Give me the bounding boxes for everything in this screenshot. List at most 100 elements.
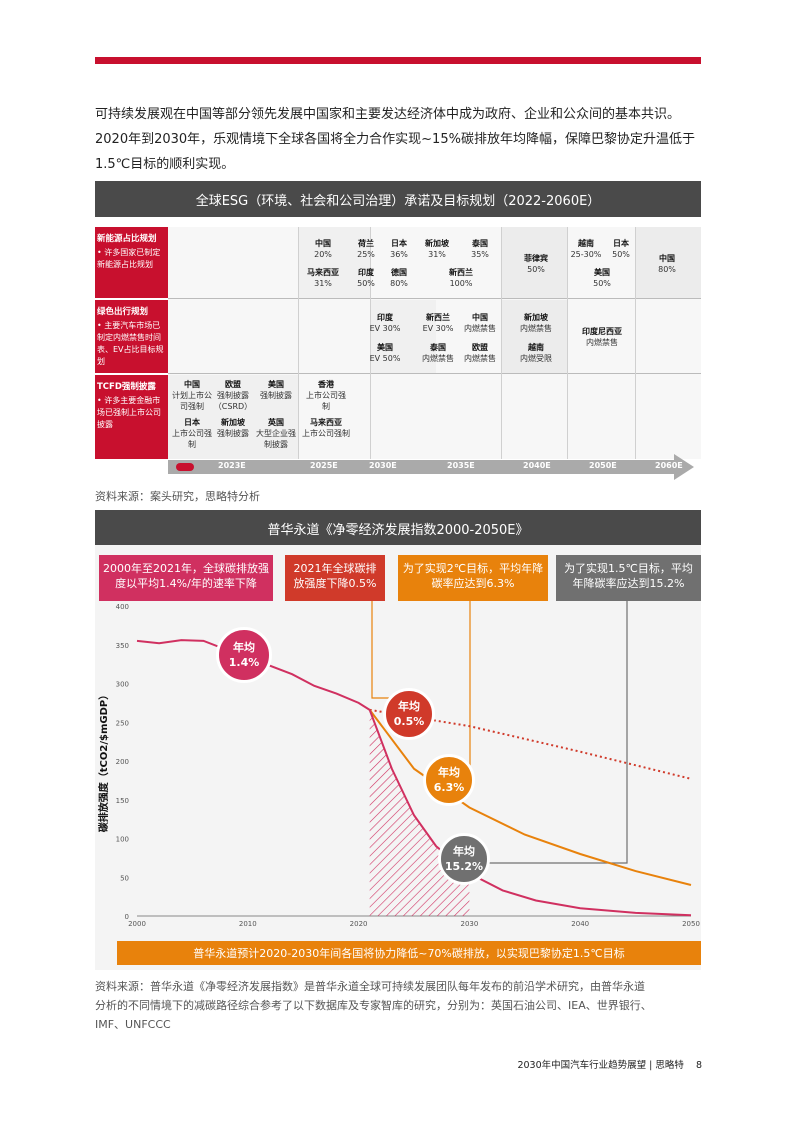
timeline-label: 2035E [447,461,475,470]
y-tick-label: 250 [116,719,129,727]
esg-entry: 菲律宾 50% [524,254,548,274]
series-line-6-3 [368,709,692,886]
esg-entry: 越南 25-30% [570,239,602,259]
y-tick-label: 350 [116,642,129,650]
esg-entry: 新西兰 100% [449,268,473,288]
esg-entry: 日本 36% [390,239,408,259]
esg-divider [370,227,371,459]
esg-entry: 泰国 内燃禁售 [422,343,454,363]
esg-timeline-arrow [674,454,694,480]
esg-entry: 马来西亚 上市公司强制 [302,418,350,438]
esg-entry: 中国 内燃禁售 [464,313,496,333]
callout-history: 2000年至2021年，全球碳排放强度以平均1.4%/年的速率下降 [99,555,273,601]
chart-source-line: IMF、UNFCCC [95,1018,171,1031]
page-footer: 2030年中国汽车行业趋势展望 | 思略特 8 [440,1057,702,1071]
esg-table: 新能源占比规划 • 许多国家已制定新能源占比规划 绿色出行规划 • 主要汽车市场… [95,227,701,485]
timeline-label: 2023E [218,461,246,470]
y-axis-label: 碳排放强度（tCO2/$mGDP） [97,690,110,832]
hatched-reduction-area [369,709,470,916]
esg-entry: 英国 大型企业强制披露 [256,418,296,449]
esg-row-head-mobility: 绿色出行规划 • 主要汽车市场已制定内燃禁售时间表、EV占比目标规划 [95,300,168,373]
intro-paragraph: 可持续发展观在中国等部分领先发展中国家和主要发达经济体中成为政府、企业和公众间的… [95,102,705,177]
y-tick-label: 200 [116,758,129,766]
rate-circle-15-2: 年均 15.2% [438,833,490,885]
timeline-label: 2060E [655,461,683,470]
esg-cell-bg [635,227,701,298]
esg-timeline-bar [168,460,674,474]
esg-entry: 日本 上市公司强制 [172,418,212,449]
esg-entry: 新西兰 EV 30% [422,313,454,333]
esg-cell-bg [501,227,567,298]
x-tick-label: 2030 [460,920,478,928]
y-tick-label: 100 [116,836,129,844]
esg-entry: 新加坡 31% [425,239,449,259]
rate-circle-history: 年均 1.4% [216,627,272,683]
esg-cell-bg [298,227,370,298]
esg-row-title: 绿色出行规划 [97,307,149,317]
y-tick-label: 0 [125,913,129,921]
top-accent-bar [95,57,701,64]
emissions-chart: 0 50 100 150 200 250 300 350 400 2000 2010 2020 2030… [97,601,700,928]
esg-divider [298,227,299,459]
y-tick-label: 150 [116,797,129,805]
esg-entry: 新加坡 强制披露 [217,418,249,438]
esg-entry: 印度 EV 30% [369,313,401,333]
y-tick-label: 300 [116,681,129,689]
esg-entry: 中国 80% [658,254,676,274]
rate-circle-0-5: 年均 0.5% [383,688,435,740]
esg-cell-bg [370,300,436,373]
esg-entry: 美国 50% [593,268,611,288]
esg-entry: 德国 80% [390,268,408,288]
connector-line [485,601,628,864]
esg-entry: 中国 计划上市公司强制 [172,380,212,411]
esg-row-title: 新能源占比规划 [97,234,157,244]
y-tick-label: 400 [116,603,129,611]
chart-source-line: 分析的不同情境下的减碳路径综合参考了以下数据库及专家智库的研究，分别为：英国石油… [95,999,652,1012]
x-tick-label: 2040 [571,920,589,928]
esg-row-desc: • 主要汽车市场已制定内燃禁售时间表、EV占比目标规划 [97,321,164,366]
esg-entry: 印度尼西亚 内燃禁售 [582,327,622,347]
x-tick-label: 2020 [350,920,368,928]
esg-entry: 欧盟 强制披露（CSRD） [213,380,253,411]
connector-line [465,601,471,774]
esg-divider [567,227,568,459]
car-icon [176,463,194,471]
esg-row-head-tcfd: TCFD强制披露 • 许多主要金融市场已强制上市公司披露 [95,375,168,459]
intro-line-2: 2020年到2030年，乐观情境下全球各国将全力合作实现~15%碳排放年均降幅，… [95,132,695,147]
esg-cell-bg [501,300,567,373]
timeline-label: 2040E [523,461,551,470]
esg-entry: 马来西亚 31% [307,268,339,288]
esg-divider [501,227,502,459]
timeline-label: 2030E [369,461,397,470]
esg-divider [168,373,701,374]
esg-entry: 日本 50% [612,239,630,259]
rate-circle-6-3: 年均 6.3% [423,754,475,806]
esg-row-title: TCFD强制披露 [97,382,156,392]
esg-row-desc: • 许多国家已制定新能源占比规划 [97,248,161,269]
page-number: 8 [695,1060,702,1071]
esg-divider [168,298,701,299]
esg-row-head-renewables: 新能源占比规划 • 许多国家已制定新能源占比规划 [95,227,168,298]
y-tick-label: 50 [120,874,129,882]
esg-entry: 荷兰 25% [357,239,375,259]
esg-entry: 中国 20% [314,239,332,259]
callout-1-5c: 为了实现1.5℃目标，平均年降碳率应达到15.2% [556,555,701,601]
esg-entry: 欧盟 内燃禁售 [464,343,496,363]
esg-row-desc: • 许多主要金融市场已强制上市公司披露 [97,396,161,429]
esg-section-title: 全球ESG（环境、社会和公司治理）承诺及目标规划（2022-2060E） [95,181,701,217]
x-tick-label: 2010 [239,920,257,928]
esg-source: 资料来源：案头研究，思略特分析 [95,490,260,503]
chart-bottom-note: 普华永道预计2020-2030年间各国将协力降低~70%碳排放，以实现巴黎协定1… [117,941,701,965]
chart-source-line: 资料来源：普华永道《净零经济发展指数》是普华永道全球可持续发展团队每年发布的前沿… [95,980,645,993]
esg-entry: 泰国 35% [471,239,489,259]
esg-divider [635,227,636,459]
callout-2021: 2021年全球碳排放强度下降0.5% [285,555,385,601]
callout-2c: 为了实现2℃目标，平均年降碳率应达到6.3% [398,555,548,601]
esg-entry: 美国 强制披露 [260,380,292,400]
connector-line [371,601,390,699]
x-tick-label: 2050 [682,920,700,928]
series-line-15-2 [368,709,692,917]
esg-entry: 香港 上市公司强制 [306,380,346,411]
intro-line-1: 可持续发展观在中国等部分领先发展中国家和主要发达经济体中成为政府、企业和公众间的… [95,107,681,122]
esg-entry: 印度 50% [357,268,375,288]
